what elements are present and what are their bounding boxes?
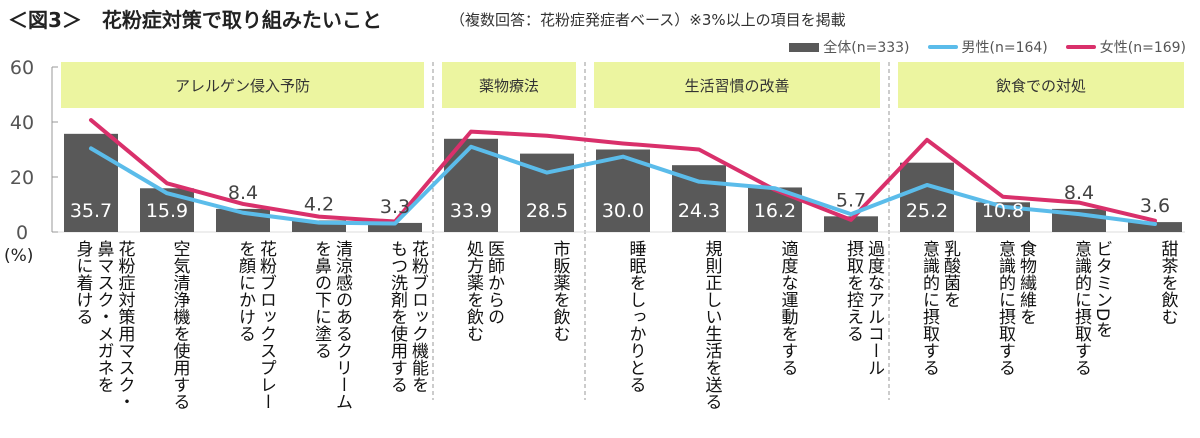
group-header-label: 生活習慣の改善 — [684, 77, 789, 95]
category-label-line: 睡眠をしっかりとる — [625, 240, 646, 393]
category-label-line: 花粉症対策用マスク・ — [114, 240, 135, 410]
legend: 全体(n=333) 男性(n=164) 女性(n=169) — [789, 37, 1186, 57]
category-label: 規則正しい生活を送る — [701, 240, 722, 410]
category-label: 市販薬を飲む — [549, 240, 570, 342]
category-label-line: 意識的に摂取する — [919, 240, 939, 376]
category-label-line: 鼻マスク・メガネを — [93, 240, 114, 393]
category-label-line: 空気清浄機を使用する — [169, 240, 190, 410]
category-label: 甜茶を飲む — [1157, 240, 1178, 325]
y-axis-unit: (%) — [4, 246, 34, 266]
data-label: 33.9 — [450, 200, 492, 222]
group-header-bg — [898, 62, 1184, 108]
category-label-line: 意識的に摂取する — [995, 240, 1015, 376]
category-label-line: 市販薬を飲む — [549, 240, 570, 342]
category-label: 食物繊維を 意識的に摂取する — [994, 240, 1036, 376]
legend-label-total: 全体(n=333) — [823, 40, 910, 56]
y-tick-label: 0 — [16, 222, 28, 244]
legend-swatch-total — [789, 42, 820, 52]
legend-item-total: 全体(n=333) — [789, 37, 910, 57]
data-label: 30.0 — [602, 200, 644, 222]
category-label: 乳酸菌を 意識的に摂取する — [918, 240, 960, 376]
category-label: 花粉ブロックスプレー を顔にかける — [234, 240, 276, 410]
bar-total — [900, 162, 954, 232]
chart-subtitle: （複数回答：花粉症発症者ベース）※3%以上の項目を掲載 — [450, 11, 846, 29]
category-label-line: 花粉ブロック機能を — [408, 240, 428, 393]
category-label-line: 過度なアルコール — [864, 240, 884, 376]
bar-total — [292, 220, 346, 232]
category-label-line: 処方薬を飲む — [463, 240, 483, 342]
bar-total — [1128, 222, 1182, 232]
line-female — [89, 118, 1157, 224]
legend-item-female: 女性(n=169) — [1065, 37, 1186, 57]
category-label-line: 花粉ブロックスプレー — [256, 240, 276, 410]
group-header-label: 飲食での対処 — [996, 77, 1086, 95]
category-label: 花粉症対策用マスク・ 鼻マスク・メガネを 身に着ける — [72, 240, 135, 410]
legend-label-female: 女性(n=169) — [1099, 40, 1186, 56]
data-label: 15.9 — [146, 200, 188, 222]
data-label: 3.6 — [1140, 195, 1170, 217]
category-label-line: 清涼感のあるクリーム — [332, 240, 352, 410]
category-label-line: 甜茶を飲む — [1157, 240, 1178, 325]
group-header-bg — [442, 62, 576, 108]
category-label: 過度なアルコール 摂取を控える — [842, 240, 884, 376]
legend-label-male: 男性(n=164) — [961, 40, 1048, 56]
group-header-label: アレルゲン侵入予防 — [175, 77, 310, 95]
category-label-line: 医師からの — [484, 240, 504, 325]
category-label-line: 規則正しい生活を送る — [701, 240, 722, 410]
data-label: 8.4 — [1064, 182, 1094, 204]
category-label: 適度な運動をする — [777, 240, 798, 376]
y-tick-label: 20 — [10, 167, 34, 189]
category-label-line: 摂取を控える — [843, 240, 863, 342]
category-label-line: 意識的に摂取する — [1071, 240, 1091, 376]
category-label: 睡眠をしっかりとる — [625, 240, 646, 393]
data-label: 3.3 — [380, 196, 410, 218]
category-label: ビタミンDを 意識的に摂取する — [1070, 240, 1112, 376]
legend-swatch-male — [927, 45, 958, 49]
bar-total — [140, 188, 194, 232]
category-label: 清涼感のあるクリーム を鼻の下に塗る — [310, 240, 352, 410]
data-label: 10.8 — [982, 200, 1024, 222]
category-label-line: 乳酸菌を — [940, 240, 960, 308]
group-header-bg — [594, 62, 880, 108]
y-tick-label: 60 — [10, 57, 34, 79]
legend-item-male: 男性(n=164) — [927, 37, 1048, 57]
data-label: 28.5 — [526, 200, 568, 222]
bar-total — [368, 222, 422, 232]
category-label-line: 食物繊維を — [1016, 240, 1036, 325]
chart-title: ＜図3＞ 花粉症対策で取り組みたいこと — [8, 8, 382, 32]
data-label: 35.7 — [70, 200, 112, 222]
legend-swatch-female — [1065, 45, 1096, 49]
bar-total — [824, 216, 878, 232]
category-label-line: もつ洗剤を使用する — [387, 240, 407, 393]
data-label: 25.2 — [906, 200, 948, 222]
line-male — [89, 144, 1157, 227]
data-label: 4.2 — [304, 193, 334, 215]
y-tick-label: 40 — [10, 112, 34, 134]
data-label: 8.4 — [228, 182, 258, 204]
data-label: 24.3 — [678, 200, 720, 222]
category-label-line: 身に着ける — [72, 240, 93, 325]
data-label: 5.7 — [836, 189, 866, 211]
category-label-line: を鼻の下に塗る — [311, 240, 331, 359]
group-header-label: 薬物療法 — [479, 77, 539, 95]
category-label: 花粉ブロック機能を もつ洗剤を使用する — [386, 240, 428, 393]
category-label-line: 適度な運動をする — [777, 240, 798, 376]
category-label-line: を顔にかける — [235, 240, 255, 342]
category-label-line: ビタミンDを — [1092, 240, 1112, 339]
data-label: 16.2 — [754, 200, 796, 222]
category-label: 空気清浄機を使用する — [169, 240, 190, 410]
category-label: 医師からの 処方薬を飲む — [462, 240, 504, 342]
group-header-bg — [61, 62, 424, 108]
